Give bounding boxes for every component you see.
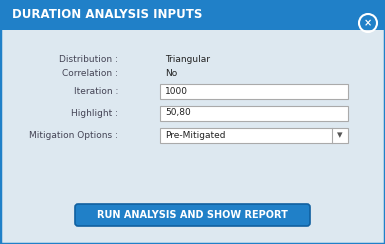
Text: Highlight :: Highlight : xyxy=(71,109,118,118)
Text: ▾: ▾ xyxy=(337,130,343,140)
Text: ×: × xyxy=(364,18,372,28)
Text: Mitigation Options :: Mitigation Options : xyxy=(29,131,118,140)
FancyBboxPatch shape xyxy=(0,0,385,30)
FancyBboxPatch shape xyxy=(160,83,348,99)
Text: RUN ANALYSIS AND SHOW REPORT: RUN ANALYSIS AND SHOW REPORT xyxy=(97,210,288,220)
FancyBboxPatch shape xyxy=(75,204,310,226)
Text: No: No xyxy=(165,70,177,79)
Text: 1000: 1000 xyxy=(165,87,188,95)
Text: DURATION ANALYSIS INPUTS: DURATION ANALYSIS INPUTS xyxy=(12,9,203,21)
FancyBboxPatch shape xyxy=(160,128,348,142)
Text: Distribution :: Distribution : xyxy=(59,54,118,63)
Text: 50,80: 50,80 xyxy=(165,109,191,118)
Text: Triangular: Triangular xyxy=(165,54,210,63)
FancyBboxPatch shape xyxy=(160,105,348,121)
Text: Iteration :: Iteration : xyxy=(74,87,118,95)
Text: Pre-Mitigated: Pre-Mitigated xyxy=(165,131,226,140)
Text: Correlation :: Correlation : xyxy=(62,70,118,79)
